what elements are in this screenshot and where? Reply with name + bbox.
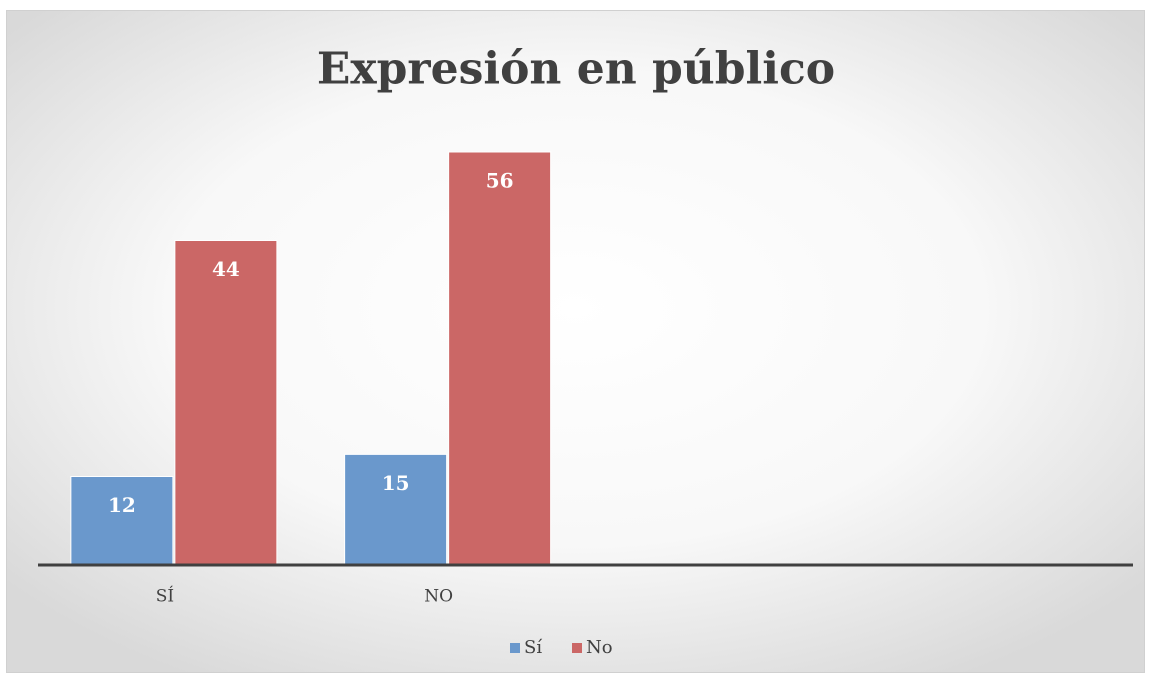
legend-label: Sí [524, 637, 542, 658]
x-tick-label: SÍ [156, 586, 174, 607]
legend-swatch [572, 643, 582, 653]
data-label: 15 [382, 471, 410, 495]
chart-title: Expresión en público [317, 44, 835, 95]
x-tick-label: NO [424, 587, 453, 607]
data-label: 44 [212, 257, 240, 281]
data-label: 12 [108, 493, 136, 517]
legend-label: No [586, 637, 613, 658]
data-label: 56 [486, 169, 514, 193]
legend-swatch [510, 643, 520, 653]
bar [174, 240, 278, 566]
bar [448, 151, 552, 566]
bar [344, 453, 448, 566]
bar [70, 476, 174, 566]
